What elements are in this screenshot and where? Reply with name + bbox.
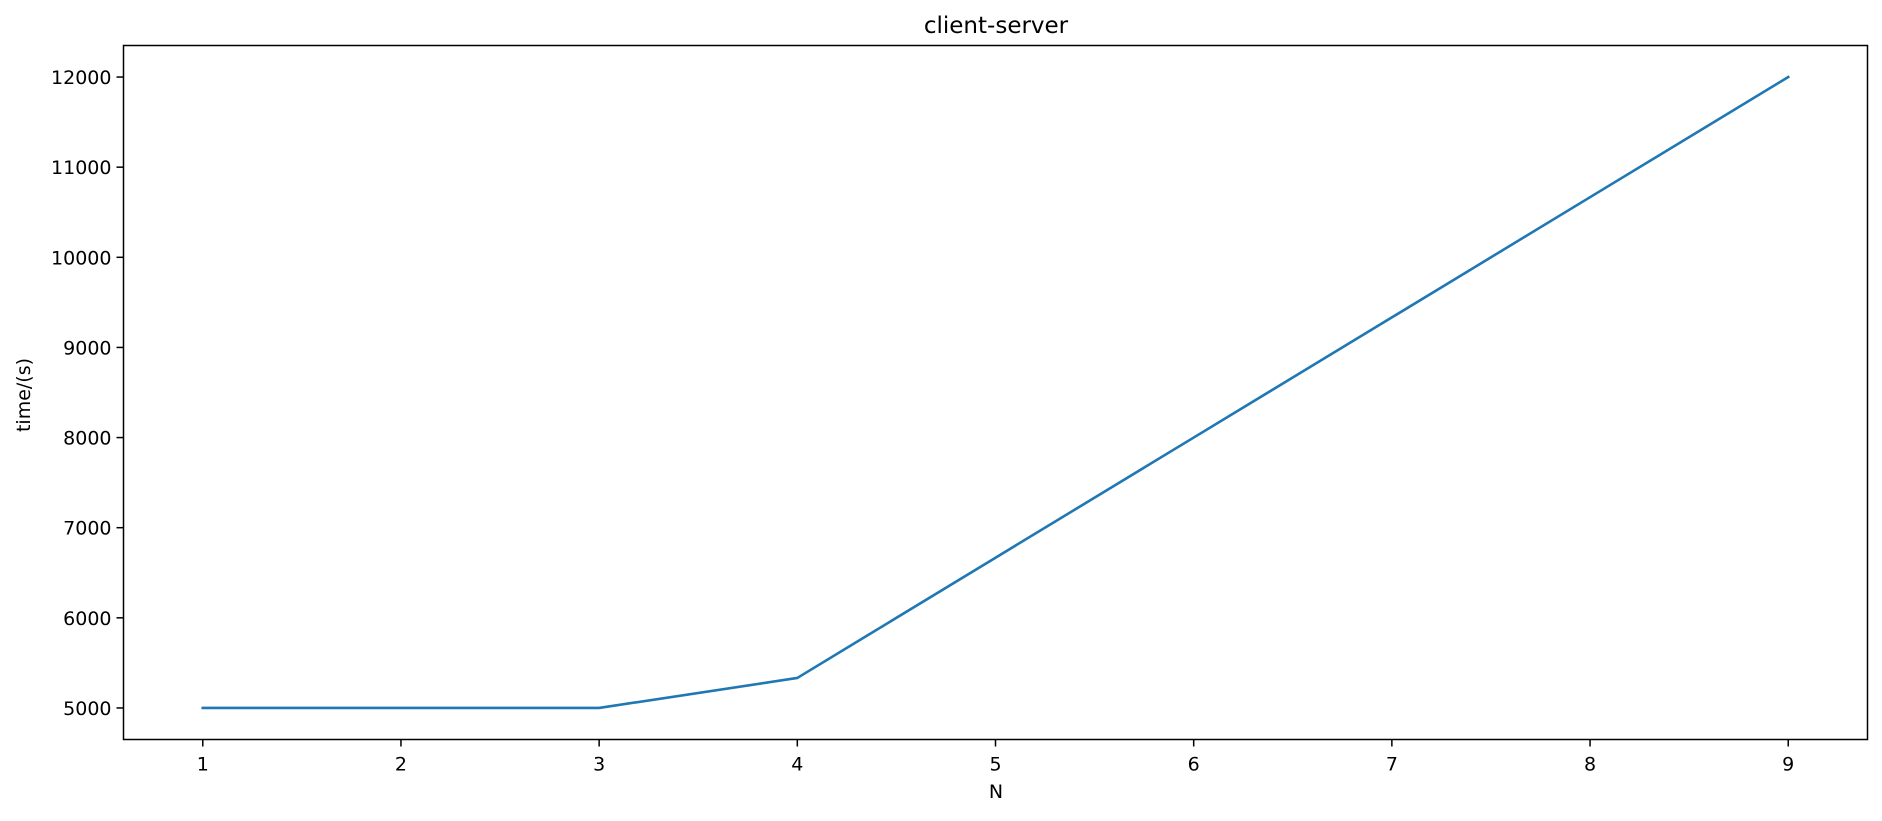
y-tick-label: 6000 [63, 608, 111, 630]
x-tick-label: 4 [791, 754, 803, 776]
x-tick-label: 8 [1584, 754, 1596, 776]
y-axis-label: time/(s) [13, 358, 35, 432]
x-tick-label: 2 [395, 754, 407, 776]
plot-frame [122, 44, 1869, 741]
x-tick-label: 6 [1188, 754, 1200, 776]
x-tick-label: 5 [989, 754, 1001, 776]
x-tick-label: 9 [1782, 754, 1794, 776]
y-tick-label: 5000 [63, 698, 111, 720]
y-tick-label: 8000 [63, 428, 111, 450]
x-axis-ticks: 1 2 3 4 5 6 7 8 9 [197, 739, 1794, 776]
chart-title: client-server [924, 13, 1069, 39]
y-tick-label: 10000 [51, 247, 111, 269]
y-tick-label: 9000 [63, 337, 111, 359]
series-layer [201, 75, 1791, 710]
series-line-0 [201, 75, 1791, 710]
y-tick-label: 7000 [63, 518, 111, 540]
x-axis-label: N [989, 781, 1003, 803]
x-tick-label: 3 [593, 754, 605, 776]
x-tick-label: 7 [1386, 754, 1398, 776]
y-tick-label: 11000 [51, 157, 111, 179]
y-axis-ticks: 5000 6000 7000 8000 9000 10000 11000 12000 [51, 67, 124, 720]
x-tick-label: 1 [197, 754, 209, 776]
y-tick-label: 12000 [51, 67, 111, 89]
